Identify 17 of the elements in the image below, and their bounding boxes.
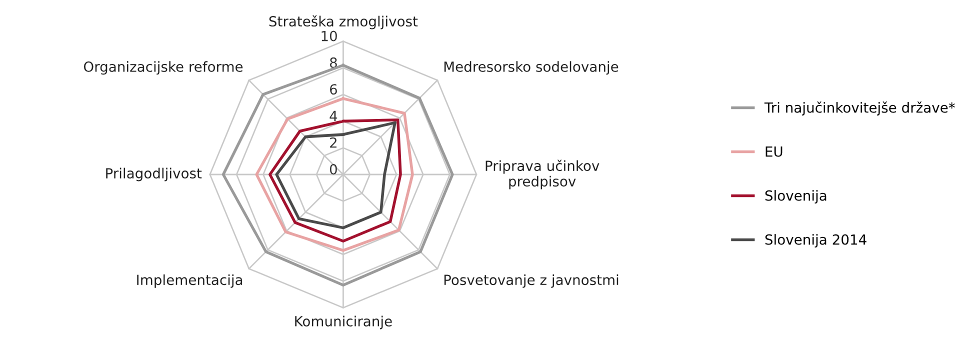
spoke-label: Strateška zmogljivost	[269, 15, 418, 30]
spoke-label: Implementacija	[137, 274, 242, 288]
y-tick-label: 2	[330, 137, 336, 148]
legend-label: Slovenija	[765, 190, 826, 204]
spoke-label: Organizacijske reforme	[84, 61, 243, 75]
y-tick-label: 10	[322, 30, 337, 42]
spoke-label: Prilagodljivost	[106, 168, 202, 182]
y-tick-label: 0	[330, 164, 337, 175]
legend-label: Slovenija 2014	[765, 234, 866, 248]
y-tick-label: 4	[330, 110, 338, 122]
legend-label: Tri najučinkovitejše države*	[764, 102, 955, 116]
y-tick-label: 6	[330, 84, 337, 95]
spoke-label: Posvetovanje z javnostmi	[444, 274, 618, 288]
spoke-label: Komuniciranje	[295, 316, 392, 330]
spoke-label: Medresorsko sodelovanje	[444, 61, 618, 75]
spoke-label: Priprava učinkov predpisov	[486, 160, 600, 190]
legend-label: EU	[766, 146, 782, 157]
